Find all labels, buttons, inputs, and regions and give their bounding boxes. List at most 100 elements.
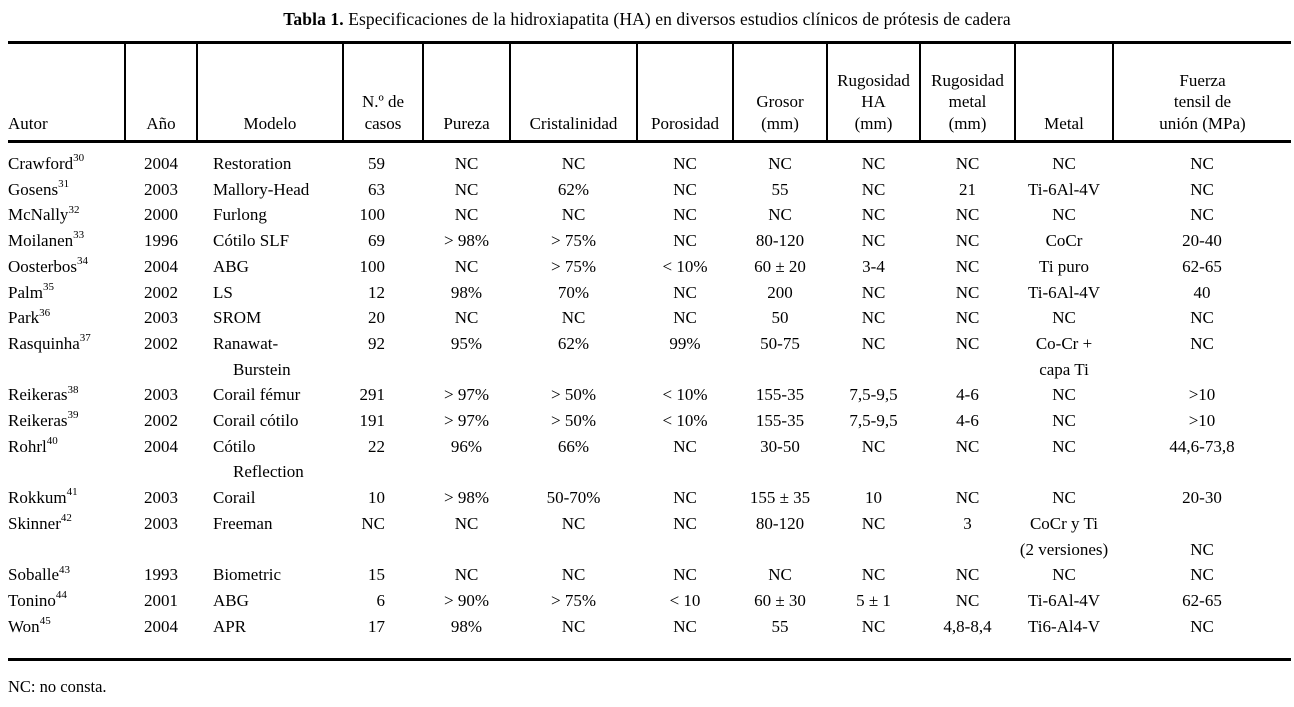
cell-pureza: > 98% — [444, 231, 489, 251]
reference-superscript: 30 — [73, 152, 85, 165]
cell-cristalinidad: NC — [561, 308, 586, 328]
cell-fuerza: 40 — [1193, 282, 1211, 302]
cell-metal: NC — [1052, 205, 1076, 225]
column-header-metal: Metal — [1014, 42, 1113, 143]
table-row: McNally32 2000 Furlong 100 NC NC NC NC NC NC NC NC — [8, 202, 1291, 228]
cell-casos: 59 — [368, 154, 385, 173]
cell-cristalinidad: > 75% — [551, 590, 596, 610]
cell-pureza: > 97% — [444, 411, 489, 431]
cell-pureza: 98% — [450, 282, 483, 302]
cell-fuerza: >10 — [1188, 411, 1216, 431]
cell-cristalinidad: NC — [561, 205, 586, 225]
cell-pureza: NC — [454, 205, 479, 225]
column-header-rugosidad_ha: Rugosidad HA (mm) — [826, 42, 920, 143]
cell-porosidad: NC — [673, 231, 697, 251]
cell-grosor: 60 ± 30 — [754, 590, 806, 610]
cell-rugosidad_metal: NC — [955, 436, 980, 456]
cell-autor: Reikeras39 — [8, 409, 79, 431]
column-header-porosidad: Porosidad — [636, 42, 733, 143]
cell-fuerza: 62-65 — [1182, 256, 1222, 276]
cell-autor: Rokkum41 — [8, 486, 78, 508]
cell-porosidad: NC — [673, 308, 697, 328]
cell-ano: 2001 — [144, 590, 178, 610]
cell-pureza: > 97% — [444, 385, 489, 405]
cell-cristalinidad: NC — [561, 616, 586, 636]
cell-fuerza: NC — [1190, 179, 1214, 199]
cell-porosidad: < 10% — [662, 411, 708, 431]
cell-grosor: 55 — [771, 179, 789, 199]
column-header-casos: N.º de casos — [342, 42, 423, 143]
cell-metal: NC — [1052, 411, 1076, 431]
cell-rugosidad_metal: NC — [955, 231, 980, 251]
cell-fuerza: NC — [1190, 333, 1214, 353]
cell-metal: NC — [1052, 565, 1076, 585]
cell-cristalinidad: 50-70% — [546, 488, 601, 508]
cell-rugosidad_ha: NC — [861, 154, 886, 173]
table-row: Skinner42 2003 Freeman NC NC NC NC 80-120 NC 3 CoC… — [8, 511, 1291, 562]
cell-cristalinidad: 62% — [557, 333, 590, 353]
cell-pureza: > 90% — [444, 590, 489, 610]
cell-metal: Ti puro — [1039, 256, 1089, 276]
cell-ano: 1993 — [144, 565, 178, 585]
cell-modelo: ABG — [213, 590, 249, 610]
cell-metal: NC — [1052, 308, 1076, 328]
cell-pureza: NC — [454, 179, 479, 199]
table-row: Moilanen33 1996 Cótilo SLF 69 > 98% > 75% NC 80… — [8, 228, 1291, 254]
cell-autor: Soballe43 — [8, 563, 70, 585]
cell-rugosidad_metal: NC — [955, 282, 980, 302]
cell-cristalinidad: 70% — [557, 282, 590, 302]
cell-porosidad: 99% — [669, 333, 701, 353]
cell-autor: Oosterbos34 — [8, 255, 88, 276]
reference-superscript: 35 — [42, 280, 54, 293]
cell-ano: 2002 — [144, 411, 178, 431]
table-row: Park36 2003 SROM 20 NC NC NC 50 NC NC NC NC — [8, 305, 1291, 331]
table-row: Oosterbos34 2004 ABG 100 NC > 75% < 10% 60 ± 20… — [8, 254, 1291, 280]
cell-cristalinidad: > 50% — [551, 385, 596, 405]
cell-grosor: 155-35 — [755, 411, 805, 431]
cell-rugosidad_metal: NC — [955, 154, 980, 173]
cell-modelo: Mallory-Head — [213, 179, 310, 199]
cell-autor: Moilanen33 — [8, 229, 85, 251]
cell-modelo: Freeman — [213, 513, 273, 533]
cell-ano: 2003 — [144, 385, 178, 405]
cell-casos: 63 — [368, 179, 385, 199]
cell-metal: Ti-6Al-4V — [1027, 282, 1101, 302]
cell-casos: 100 — [359, 256, 386, 276]
cell-cristalinidad: > 75% — [551, 231, 596, 251]
reference-superscript: 33 — [73, 229, 85, 242]
cell-ano: 2003 — [144, 513, 178, 533]
cell-casos: 10 — [368, 488, 385, 508]
cell-autor: Won45 — [8, 615, 51, 636]
table-row: Rohrl40 2004 Cótilo Reflection 22 96% 66% NC 30-… — [8, 434, 1291, 485]
cell-cristalinidad: NC — [561, 513, 586, 533]
cell-pureza: NC — [454, 565, 479, 585]
cell-ano: 2004 — [144, 256, 178, 276]
cell-rugosidad_ha: 5 ± 1 — [856, 590, 891, 610]
cell-metal: Ti-6Al-4V — [1027, 590, 1101, 610]
cell-rugosidad_ha: NC — [861, 179, 886, 199]
cell-rugosidad_metal: NC — [955, 205, 980, 225]
reference-superscript: 32 — [68, 203, 80, 216]
cell-casos: 191 — [359, 411, 386, 431]
header-row: Autor Año Modelo N.º de casos Pureza Cristalin… — [8, 42, 1291, 143]
cell-grosor: 155-35 — [755, 385, 805, 405]
cell-rugosidad_metal: NC — [955, 333, 980, 353]
cell-fuerza: 20-40 — [1182, 231, 1222, 251]
cell-cristalinidad: > 50% — [551, 411, 596, 431]
cell-rugosidad_metal: 3 — [963, 513, 972, 533]
column-header-ano: Año — [124, 42, 197, 143]
cell-cristalinidad: > 75% — [551, 256, 596, 276]
table-row: Palm35 2002 LS 12 98% 70% NC 200 NC NC Ti-6Al-4V 40 — [8, 280, 1291, 306]
cell-fuerza: 44,6-73,8 — [1169, 436, 1235, 456]
cell-porosidad: < 10% — [662, 385, 708, 405]
cell-modelo: Cótilo Reflection — [213, 436, 304, 482]
reference-superscript: 34 — [76, 255, 88, 268]
cell-ano: 2003 — [144, 179, 178, 199]
cell-autor: Rohrl40 — [8, 435, 58, 456]
cell-rugosidad_metal: NC — [955, 565, 980, 585]
cell-casos: 69 — [368, 231, 385, 251]
cell-modelo: LS — [213, 282, 233, 302]
cell-rugosidad_ha: 7,5-9,5 — [849, 385, 898, 405]
cell-autor: Crawford30 — [8, 152, 85, 173]
cell-ano: 2004 — [144, 154, 178, 173]
